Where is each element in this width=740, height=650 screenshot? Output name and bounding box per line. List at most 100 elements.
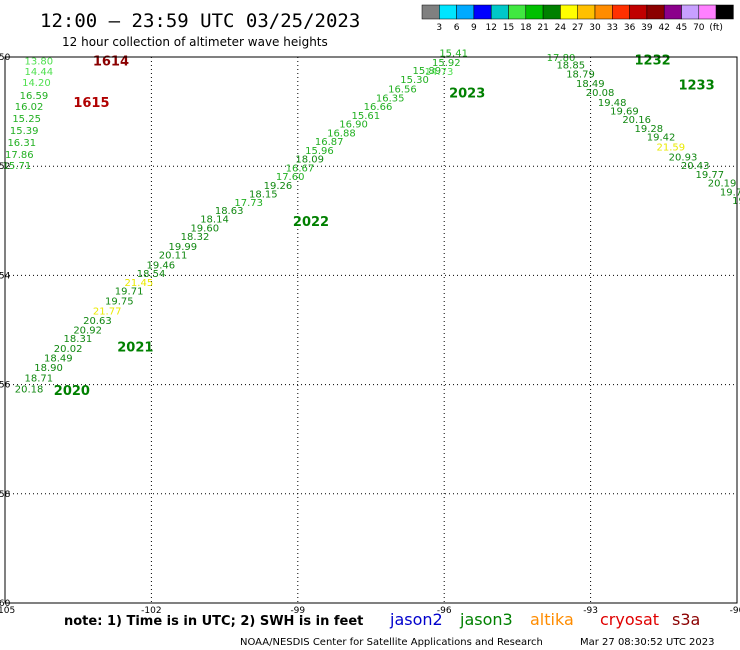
wave-height-value: 18.15 — [249, 190, 278, 201]
color-scale-label: 15 — [503, 23, 514, 33]
wave-height-color-scale: 3 6 9 12 15 18 21 24 27 30 33 36 39 42 45 70 (ft) — [421, 4, 734, 33]
x-tick-label: -96 — [437, 606, 452, 616]
wave-height-value: 18.49 — [44, 353, 73, 364]
satellite-name: s3a — [672, 610, 700, 629]
wave-height-value: 15.61 — [351, 111, 380, 122]
footer-timestamp: Mar 27 08:30:52 UTC 2023 — [580, 637, 715, 648]
wave-height-value: 20.19 — [708, 179, 737, 190]
color-scale-label: 70 — [693, 23, 705, 33]
wave-height-value: 16.66 — [364, 102, 393, 113]
wave-height-value: 20.93 — [669, 152, 698, 163]
wave-height-value: 19.26 — [264, 181, 293, 192]
wave-height-value: 17.73 — [234, 198, 263, 209]
x-tick-label: -90 — [730, 606, 740, 616]
wave-height-value: 15.71 — [3, 161, 32, 172]
wave-height-value: 16.87 — [315, 137, 344, 148]
pass-time-label: 2022 — [293, 215, 329, 230]
color-scale-label: 6 — [454, 23, 460, 33]
wave-height-value: 20.18 — [15, 384, 44, 395]
wave-height-value: 21.59 — [656, 143, 685, 154]
color-scale-label: (ft) — [709, 23, 723, 33]
satellite-name: cryosat — [600, 610, 659, 629]
wave-height-value: 15.39 — [10, 126, 39, 137]
wave-height-value: 15.89 — [412, 66, 441, 77]
color-swatch — [629, 4, 648, 20]
wave-height-value: 16.35 — [376, 93, 405, 104]
chart-subtitle: 12 hour collection of altimeter wave hei… — [62, 35, 328, 49]
wave-height-value: 14.20 — [22, 78, 51, 89]
wave-height-value: 16.88 — [327, 128, 356, 139]
footer-credit: NOAA/NESDIS Center for Satellite Applica… — [240, 637, 543, 648]
pass-time-labels: 1614 1615 2020 2021 2022 2023 1232 1233 — [54, 54, 715, 399]
color-swatch — [560, 4, 578, 20]
pass-time-label: 1615 — [73, 96, 109, 111]
wave-height-value: 20.43 — [681, 161, 710, 172]
color-swatch — [698, 4, 717, 20]
wave-height-value: 15.96 — [305, 146, 334, 157]
color-swatch — [456, 4, 475, 20]
wave-height-value: 19.28 — [635, 124, 664, 135]
color-swatch — [439, 4, 457, 20]
color-swatch — [715, 4, 734, 20]
wave-height-value: 15.25 — [12, 114, 41, 125]
wave-height-value: 16.02 — [15, 102, 44, 113]
wave-height-value: 16.56 — [388, 85, 417, 96]
color-scale-label: 21 — [537, 23, 548, 33]
wave-height-value: 19.77 — [696, 170, 725, 181]
color-scale-label: 33 — [607, 23, 618, 33]
wave-height-value: 18.14 — [200, 215, 229, 226]
wave-height-value: 19.48 — [598, 98, 627, 109]
wave-height-value: 19.75 — [105, 297, 134, 308]
x-tick-label: -105 — [0, 606, 15, 616]
wave-height-value: 20.11 — [159, 251, 188, 262]
color-scale-label: 36 — [624, 23, 636, 33]
color-swatch — [508, 4, 527, 20]
wave-height-value: 18.85 — [556, 61, 585, 72]
color-scale-label: 18 — [520, 23, 532, 33]
color-swatch — [594, 4, 613, 20]
pass-time-label: 1232 — [635, 54, 671, 69]
wave-height-value: 19.70 — [720, 187, 740, 198]
wave-height-value: 19.12 — [732, 196, 740, 207]
wave-height-value: 20.92 — [73, 325, 102, 336]
x-tick-label: -99 — [290, 606, 305, 616]
wave-height-value: 20.16 — [622, 115, 651, 126]
wave-height-value: 19.71 — [115, 287, 144, 298]
wave-height-value: 13.80 — [25, 56, 54, 67]
color-swatch — [490, 4, 509, 20]
plot-frame — [4, 56, 738, 604]
chart-title: 12:00 — 23:59 UTC 03/25/2023 — [40, 10, 360, 32]
satellite-legend: jason2 jason3 altika cryosat s3a — [389, 610, 700, 629]
pass-time-label: 2021 — [117, 340, 153, 355]
wave-height-value: 17.86 — [5, 150, 34, 161]
color-swatch — [681, 4, 700, 20]
wave-height-value: 17.60 — [276, 172, 305, 183]
color-swatch — [663, 4, 682, 20]
wave-height-value: 18.09 — [295, 155, 324, 166]
color-scale-label: 39 — [641, 23, 653, 33]
color-swatch — [612, 4, 630, 20]
color-swatch — [473, 4, 492, 20]
grid-lines — [5, 57, 737, 603]
x-tick-label: -102 — [141, 606, 161, 616]
wave-height-value: 20.08 — [586, 88, 615, 99]
wave-height-value: 21.77 — [93, 306, 122, 317]
wave-height-value: 19.60 — [190, 223, 219, 234]
satellite-name: altika — [530, 610, 574, 629]
wave-height-value: 18.32 — [181, 232, 210, 243]
wave-height-value: 20.02 — [54, 344, 83, 355]
color-scale-label: 24 — [555, 23, 567, 33]
wave-height-value: 21.45 — [125, 278, 154, 289]
color-scale-label: 3 — [436, 23, 442, 33]
pass-time-label: 1614 — [93, 54, 129, 69]
color-swatch — [577, 4, 596, 20]
wave-height-value: 16.67 — [286, 163, 315, 174]
wave-height-value: 18.63 — [215, 206, 244, 217]
wave-height-value: 18.54 — [137, 269, 166, 280]
color-scale-label: 12 — [485, 23, 496, 33]
y-tick-label: -60 — [0, 599, 11, 609]
color-scale-label: 9 — [471, 23, 477, 33]
satellite-name: jason2 — [389, 610, 443, 629]
pass-time-label: 2023 — [449, 86, 485, 101]
